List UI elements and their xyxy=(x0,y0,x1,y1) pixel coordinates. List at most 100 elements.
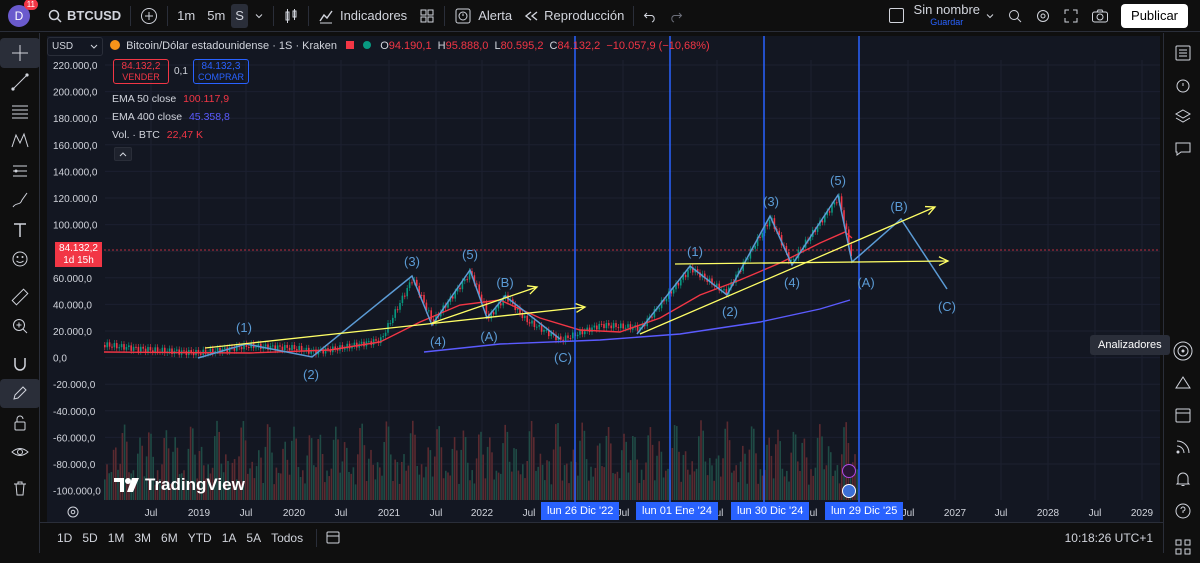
pattern-tool[interactable] xyxy=(0,127,40,157)
range-1d[interactable]: 1D xyxy=(57,531,73,545)
publish-button[interactable]: Publicar xyxy=(1121,3,1188,28)
analyzers-button[interactable] xyxy=(1164,335,1200,367)
spread-value: 0,1 xyxy=(174,66,188,77)
indicators-icon xyxy=(319,10,333,23)
right-widget-bar xyxy=(1163,33,1200,555)
zoom-tool[interactable] xyxy=(0,312,40,342)
chart-pane[interactable] xyxy=(47,36,1160,522)
time-marker-3: lun 30 Dic '24 xyxy=(731,502,810,520)
emoji-tool[interactable] xyxy=(0,245,40,275)
templates-button[interactable] xyxy=(413,0,441,32)
calendar-icon xyxy=(1175,408,1190,423)
rewind-icon xyxy=(525,10,538,21)
lock-tool[interactable] xyxy=(0,408,40,438)
chat-button[interactable] xyxy=(1164,133,1200,165)
fullscreen-icon xyxy=(1064,9,1078,22)
crosshair-icon xyxy=(12,44,28,61)
pencil-lock-icon xyxy=(13,386,27,400)
bitcoin-logo-icon xyxy=(110,40,120,50)
ema400-legend[interactable]: EMA 400 close 45.358,8 xyxy=(112,111,230,123)
calendar-button[interactable] xyxy=(1164,399,1200,431)
fib-tool[interactable] xyxy=(0,97,40,127)
grid-menu-button[interactable] xyxy=(1164,531,1200,563)
buy-button[interactable]: 84.132,3 COMPRAR xyxy=(193,59,249,84)
ideas-button[interactable] xyxy=(1164,367,1200,399)
axis-settings-button[interactable] xyxy=(66,505,80,522)
list-icon xyxy=(1175,45,1190,61)
quick-search-button[interactable] xyxy=(1001,0,1029,32)
calendar-goto-icon xyxy=(326,531,340,543)
user-avatar[interactable]: D 11 xyxy=(8,0,38,27)
indicators-button[interactable]: Indicadores xyxy=(312,0,413,32)
settings-button[interactable] xyxy=(1029,0,1057,32)
range-1y[interactable]: 1A xyxy=(221,531,237,545)
long-position-icon xyxy=(13,165,27,177)
drawing-mode-tool[interactable] xyxy=(0,378,40,408)
prediction-tool[interactable] xyxy=(0,156,40,186)
time-marker-2: lun 01 Ene '24 xyxy=(636,502,718,520)
undo-button[interactable] xyxy=(637,0,663,32)
event-flag-icon[interactable] xyxy=(842,484,856,498)
object-tree-button[interactable] xyxy=(1164,101,1200,133)
ema50-legend[interactable]: EMA 50 close 100.117,9 xyxy=(112,93,230,105)
magnet-icon xyxy=(14,357,26,371)
range-5d[interactable]: 5D xyxy=(82,531,98,545)
trendline-tool[interactable] xyxy=(0,68,40,98)
text-tool[interactable] xyxy=(0,215,40,245)
layout-name[interactable]: Sin nombre Guardar xyxy=(883,0,1001,32)
visibility-tool[interactable] xyxy=(0,438,40,468)
symbol-search[interactable]: BTCUSD xyxy=(42,0,127,32)
magnet-tool[interactable] xyxy=(0,349,40,379)
camera-icon xyxy=(1092,9,1109,22)
apps-icon xyxy=(1175,539,1190,555)
crosshair-tool[interactable] xyxy=(0,38,40,68)
chart-type-button[interactable] xyxy=(277,0,305,32)
eye-icon xyxy=(11,448,29,457)
range-6m[interactable]: 6M xyxy=(161,531,178,545)
search-icon xyxy=(48,9,62,23)
text-icon xyxy=(14,223,26,237)
notifications-button[interactable] xyxy=(1164,463,1200,495)
measure-tool[interactable] xyxy=(0,282,40,312)
replay-button[interactable]: Reproducción xyxy=(518,0,630,32)
range-3m[interactable]: 3M xyxy=(134,531,152,545)
event-lightning-icon[interactable] xyxy=(842,464,856,478)
rss-icon xyxy=(1176,440,1189,454)
range-ytd[interactable]: YTD xyxy=(187,531,212,545)
clock[interactable]: 10:18:26 UTC+1 xyxy=(1064,531,1153,545)
grid-icon xyxy=(420,9,434,22)
notification-badge: 11 xyxy=(23,0,38,10)
help-icon xyxy=(1175,503,1190,519)
goto-date-button[interactable] xyxy=(325,529,341,548)
fullscreen-button[interactable] xyxy=(1057,0,1085,32)
timeframe-dropdown[interactable] xyxy=(248,0,270,32)
trash-icon xyxy=(14,481,26,496)
streams-button[interactable] xyxy=(1164,431,1200,463)
last-price-label: 84.132,2 1d 15h xyxy=(55,242,102,267)
alerts-panel-button[interactable] xyxy=(1164,69,1200,101)
compare-symbol-button[interactable] xyxy=(134,0,164,32)
symbol-legend: Bitcoin/Dólar estadounidense · 1S · Krak… xyxy=(110,40,710,52)
range-1m[interactable]: 1M xyxy=(107,531,125,545)
tradingview-watermark: TradingView xyxy=(114,475,245,495)
ideas-icon xyxy=(1174,376,1191,389)
alarm-icon xyxy=(1176,79,1189,93)
currency-selector[interactable]: USD xyxy=(47,37,103,56)
help-button[interactable] xyxy=(1164,495,1200,527)
alert-button[interactable]: Alerta xyxy=(448,0,518,32)
time-marker-1: lun 26 Dic '22 xyxy=(541,502,620,520)
timeframe-weekly[interactable]: S xyxy=(231,3,248,28)
redo-button[interactable] xyxy=(663,0,689,32)
watchlist-button[interactable] xyxy=(1164,37,1200,69)
volume-legend[interactable]: Vol. · BTC 22,47 K xyxy=(112,129,203,141)
snapshot-button[interactable] xyxy=(1085,0,1115,32)
range-5y[interactable]: 5A xyxy=(246,531,262,545)
collapse-legend-button[interactable] xyxy=(114,147,132,161)
brush-tool[interactable] xyxy=(0,186,40,216)
remove-drawings-tool[interactable] xyxy=(0,473,40,503)
timeframe-1m[interactable]: 1m xyxy=(177,8,196,23)
fibonacci-icon xyxy=(12,105,28,119)
sell-button[interactable]: 84.132,2 VENDER xyxy=(113,59,169,84)
range-all[interactable]: Todos xyxy=(271,531,304,545)
timeframe-5m[interactable]: 5m xyxy=(207,8,226,23)
